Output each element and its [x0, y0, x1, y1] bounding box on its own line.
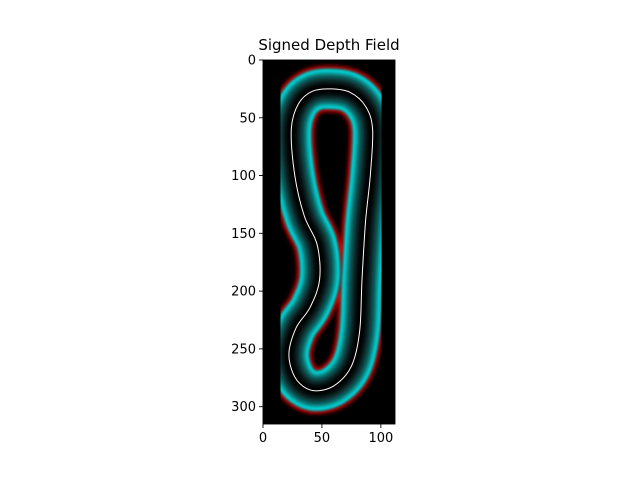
- y-axis: 0 50 100 150 200 250 300: [231, 54, 263, 415]
- y-tick-label: 100: [231, 169, 256, 184]
- x-tick-label: 50: [314, 431, 331, 446]
- y-tick-label: 150: [231, 227, 256, 242]
- y-tick-label: 200: [231, 285, 256, 300]
- y-tick-label: 300: [231, 400, 256, 415]
- x-tick-label: 100: [368, 431, 393, 446]
- plot-frame: [262, 59, 396, 425]
- x-axis: 0 50 100: [259, 424, 393, 446]
- depth-field-layers: [266, 66, 395, 414]
- chart-title: Signed Depth Field: [258, 36, 399, 54]
- x-tick-label: 0: [259, 431, 267, 446]
- zero-contour-line: [288, 88, 374, 392]
- y-tick-label: 250: [231, 342, 256, 357]
- y-tick-label: 50: [239, 111, 256, 126]
- y-tick-label: 0: [248, 54, 256, 69]
